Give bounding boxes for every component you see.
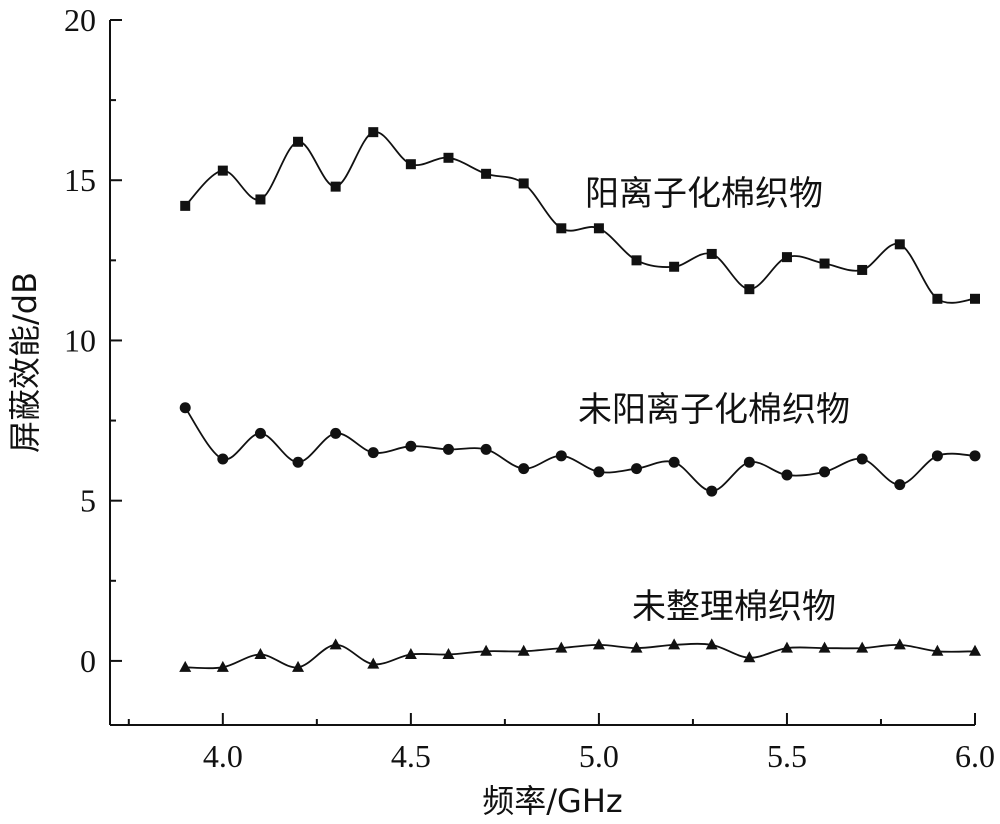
x-tick-label: 6.0 — [955, 738, 995, 774]
data-point-cationized — [894, 239, 905, 250]
series-label-cationized: 阳离子化棉织物 — [585, 174, 823, 214]
data-point-non-cationized — [254, 427, 266, 439]
data-point-untreated — [179, 660, 192, 672]
data-point-untreated — [931, 644, 944, 656]
data-point-cationized — [368, 127, 379, 138]
data-point-non-cationized — [631, 463, 643, 475]
data-point-untreated — [367, 657, 380, 669]
series-layer — [179, 127, 981, 672]
series-label-non-cationized: 未阳离子化棉织物 — [578, 390, 850, 430]
data-point-untreated — [517, 644, 530, 656]
data-point-cationized — [970, 293, 980, 304]
data-point-non-cationized — [706, 485, 718, 497]
data-point-untreated — [404, 648, 417, 659]
data-point-cationized — [293, 136, 304, 147]
data-point-cationized — [669, 261, 680, 272]
data-point-cationized — [443, 152, 454, 163]
data-point-non-cationized — [931, 450, 943, 462]
data-point-non-cationized — [555, 450, 567, 462]
axes — [109, 20, 975, 726]
x-ticks: 4.0 4.5 5.0 5.5 6.0 — [127, 713, 995, 774]
series-label-untreated: 未整理棉织物 — [632, 587, 836, 627]
data-point-non-cationized — [894, 479, 906, 491]
series-cationized — [180, 127, 980, 304]
data-point-cationized — [593, 223, 604, 234]
data-point-untreated — [329, 638, 342, 650]
series-line-non-cationized — [184, 407, 976, 492]
data-point-untreated — [969, 644, 981, 656]
data-point-non-cationized — [367, 447, 379, 459]
series-line-cationized — [184, 131, 976, 304]
data-point-non-cationized — [518, 463, 530, 475]
data-point-cationized — [556, 223, 567, 234]
series-line-untreated — [185, 642, 976, 670]
data-point-non-cationized — [856, 453, 868, 465]
data-point-untreated — [630, 641, 643, 653]
data-point-untreated — [592, 638, 605, 650]
data-point-untreated — [216, 660, 229, 672]
data-point-non-cationized — [217, 453, 229, 465]
data-point-untreated — [893, 638, 906, 650]
data-point-untreated — [705, 638, 718, 650]
data-point-untreated — [856, 641, 869, 653]
data-point-non-cationized — [668, 456, 680, 468]
data-point-untreated — [480, 644, 493, 656]
data-point-non-cationized — [781, 469, 793, 481]
y-tick-label: 20 — [64, 2, 96, 38]
y-tick-label: 10 — [64, 322, 96, 358]
data-point-non-cationized — [743, 456, 755, 468]
data-point-untreated — [442, 648, 455, 659]
data-point-cationized — [744, 284, 755, 295]
y-tick-label: 5 — [80, 483, 96, 519]
data-point-cationized — [857, 264, 868, 275]
data-point-non-cationized — [405, 440, 417, 452]
data-point-untreated — [668, 638, 681, 650]
data-point-cationized — [481, 168, 492, 179]
y-tick-label: 15 — [64, 162, 96, 198]
data-point-untreated — [780, 641, 793, 653]
x-axis-title: 频率/GHz — [482, 782, 622, 820]
data-point-non-cationized — [292, 456, 304, 468]
data-point-non-cationized — [969, 450, 981, 462]
data-point-cationized — [706, 248, 717, 259]
data-point-cationized — [405, 159, 416, 170]
x-tick-label: 4.0 — [203, 738, 243, 774]
data-point-cationized — [932, 293, 943, 304]
series-untreated — [179, 638, 981, 672]
data-point-non-cationized — [330, 427, 342, 439]
data-point-untreated — [743, 651, 756, 663]
data-point-non-cationized — [819, 466, 831, 478]
y-ticks: 0 5 10 15 20 — [64, 2, 122, 679]
y-axis-title: 屏蔽效能/dB — [6, 272, 44, 453]
data-point-non-cationized — [593, 466, 605, 478]
data-point-untreated — [292, 660, 305, 672]
data-point-untreated — [254, 648, 267, 659]
data-point-cationized — [819, 258, 830, 269]
data-point-non-cationized — [442, 443, 454, 455]
y-tick-label: 0 — [80, 643, 96, 679]
data-point-cationized — [518, 178, 529, 189]
series-non-cationized — [179, 402, 981, 497]
data-point-untreated — [818, 641, 831, 653]
data-point-non-cationized — [179, 402, 191, 414]
data-point-cationized — [180, 200, 191, 211]
x-tick-label: 4.5 — [391, 738, 431, 774]
data-point-cationized — [631, 255, 642, 266]
data-point-untreated — [555, 641, 568, 653]
data-point-cationized — [217, 165, 228, 176]
data-point-non-cationized — [480, 443, 492, 455]
data-point-cationized — [781, 252, 792, 263]
x-tick-label: 5.5 — [767, 738, 807, 774]
data-point-cationized — [330, 181, 341, 192]
x-tick-label: 5.0 — [579, 738, 619, 774]
data-point-cationized — [255, 194, 266, 205]
